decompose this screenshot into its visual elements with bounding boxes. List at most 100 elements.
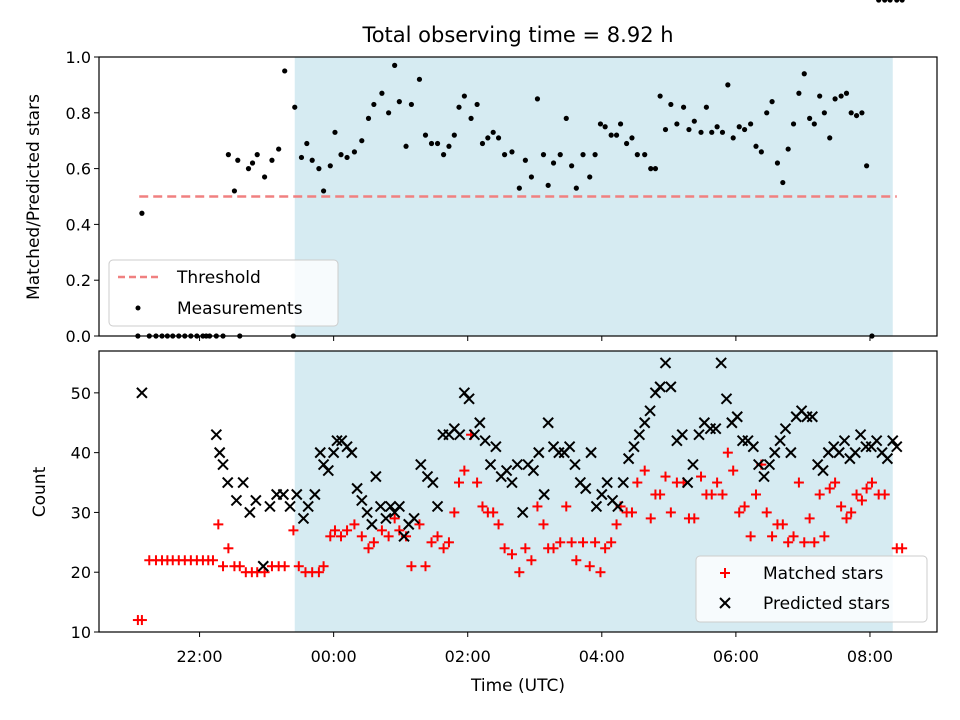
measurement-point (249, 160, 256, 166)
measurement-point (714, 124, 720, 130)
matched-star-marker (689, 513, 700, 524)
predicted-star-marker (833, 446, 845, 459)
predicted-star-marker (563, 440, 576, 453)
measurement-point (485, 135, 491, 141)
x-tick-label: 02:00 (445, 647, 491, 666)
predicted-star-marker (393, 500, 406, 513)
y-tick-label: 10 (71, 623, 91, 642)
predicted-star-marker (601, 476, 613, 489)
predicted-star-marker (237, 476, 249, 489)
measurement-point (790, 121, 797, 127)
matched-star-marker (788, 531, 799, 542)
matched-star-marker (356, 531, 367, 542)
predicted-star-marker (398, 530, 410, 543)
measurement-point (807, 115, 813, 121)
predicted-star-marker (585, 446, 597, 459)
matched-star-marker (846, 507, 857, 518)
matched-star-marker (745, 531, 756, 542)
matched-star-marker (799, 537, 810, 548)
legend-predicted-swatch (719, 597, 731, 609)
measurement-point (853, 112, 860, 119)
predicted-star-marker (291, 488, 303, 501)
measurement-point (719, 129, 726, 135)
predicted-star-marker (370, 470, 382, 483)
matched-star-marker (584, 561, 595, 572)
measurement-point (261, 174, 268, 180)
predicted-star-marker (644, 405, 656, 417)
measurement-point (774, 160, 781, 166)
matched-star-marker (223, 543, 234, 554)
predicted-star-marker (849, 446, 861, 459)
measurement-point (634, 152, 640, 158)
matched-star-marker (866, 477, 877, 488)
bottom-axes-frame (98, 350, 938, 633)
matched-star-marker (856, 495, 867, 506)
chart-title: Total observing time = 8.92 h (361, 23, 673, 47)
predicted-star-marker (612, 500, 624, 513)
measurement-point (534, 96, 541, 102)
y-tick-label: 0.4 (66, 215, 91, 234)
predicted-star-marker (468, 428, 481, 441)
y-tick-label: 0.2 (66, 271, 91, 290)
predicted-star-marker (806, 411, 819, 423)
top-y-axis-label: Matched/Predicted stars (24, 94, 44, 300)
measurement-point (408, 101, 415, 108)
matched-star-marker (819, 531, 830, 542)
y-tick-label: 50 (71, 384, 91, 403)
matched-star-marker (761, 507, 772, 518)
predicted-star-marker (659, 357, 672, 369)
measurement-point (416, 76, 423, 82)
matched-star-marker (218, 561, 229, 572)
measurement-point (827, 135, 833, 141)
measurement-point (479, 140, 486, 147)
matched-star-marker (449, 507, 460, 518)
matched-star-marker (136, 615, 147, 626)
matched-star-marker (318, 561, 329, 572)
measurement-point (490, 129, 496, 135)
measurement-point (769, 99, 775, 105)
predicted-star-marker (542, 417, 554, 429)
matched-star-marker (606, 537, 617, 548)
matched-star-marker (660, 471, 671, 482)
measurement-point (580, 152, 586, 158)
measurement-point (597, 121, 604, 127)
predicted-star-marker (638, 417, 651, 429)
matched-star-marker (349, 519, 360, 530)
y-tick-label: 0.0 (66, 327, 91, 346)
measurement-point (563, 115, 569, 121)
measurement-point (327, 163, 333, 169)
predicted-star-marker (769, 446, 781, 459)
bottom-x-ticks: 22:00 00:00 02:00 04:00 06:00 08:00 (177, 632, 893, 666)
predicted-star-marker (327, 446, 340, 459)
predicted-star-marker (887, 434, 899, 447)
matched-star-marker (538, 519, 549, 530)
measurement-point (736, 124, 742, 130)
matched-star-marker (739, 501, 750, 512)
measurement-point (648, 166, 654, 172)
predicted-star-marker (720, 393, 733, 405)
matched-star-marker (777, 519, 788, 530)
predicted-star-marker (687, 458, 699, 471)
legend-threshold-label: Threshold (176, 268, 261, 288)
predicted-star-marker (314, 446, 326, 459)
predicted-star-marker (854, 428, 867, 441)
measurement-point (674, 121, 680, 127)
x-tick-label: 08:00 (847, 647, 893, 666)
bottom-panel: 10 20 30 40 50 22:00 00:00 02:00 04:00 06:00 08:0… (30, 350, 938, 696)
matched-star-marker (851, 489, 862, 500)
predicted-star-marker (351, 482, 363, 495)
predicted-star-marker (297, 512, 310, 525)
predicted-star-marker (250, 494, 262, 507)
predicted-star-marker (665, 381, 677, 393)
measurement-point (304, 140, 310, 147)
x-tick-label: 04:00 (579, 647, 625, 666)
predicted-star-marker (490, 440, 502, 453)
measurement-point (691, 118, 697, 124)
predicted-star-marker (633, 428, 646, 441)
predicted-star-marker (264, 500, 276, 513)
measurement-point (741, 126, 748, 133)
predicted-star-marker (427, 476, 439, 489)
matched-star-marker (336, 531, 347, 542)
measurement-point (864, 163, 870, 169)
